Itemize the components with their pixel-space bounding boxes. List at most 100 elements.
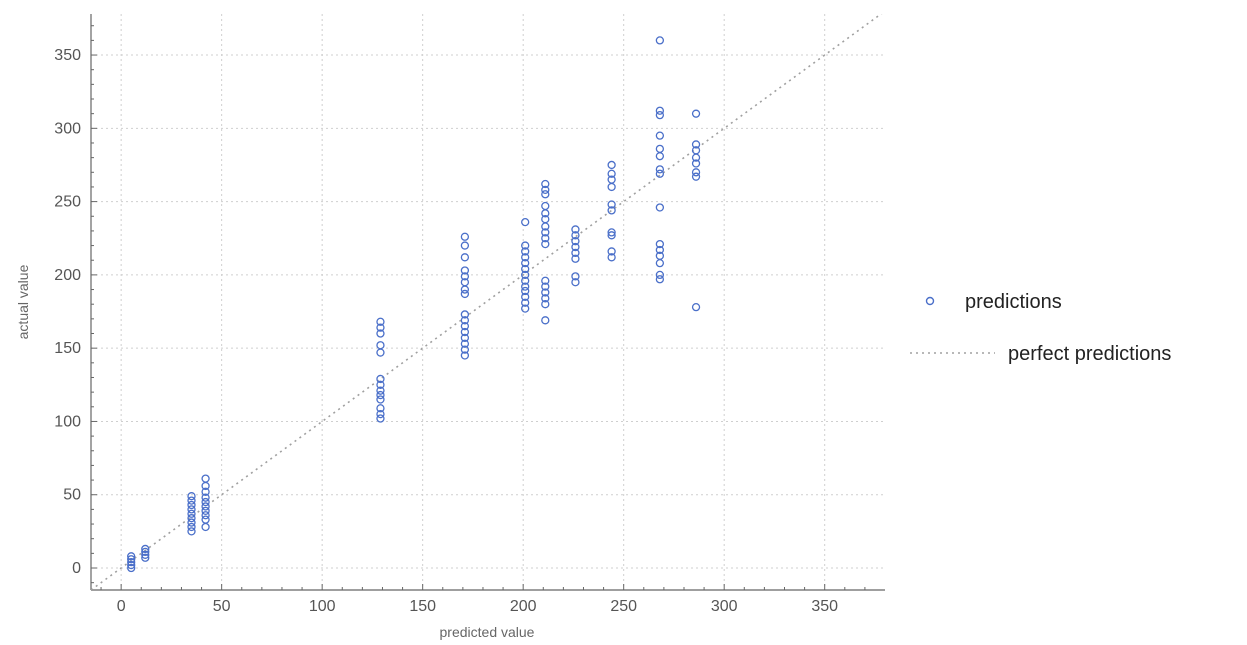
- perfect-prediction-line: [91, 14, 883, 590]
- prediction-point: [541, 276, 550, 285]
- prediction-point: [201, 497, 210, 507]
- prediction-point: [655, 245, 665, 255]
- legend: predictions perfect predictions: [910, 291, 1171, 365]
- prediction-point: [460, 345, 470, 354]
- prediction-point: [541, 234, 550, 243]
- prediction-point: [460, 310, 470, 319]
- prediction-point: [460, 327, 470, 337]
- prediction-point: [521, 259, 530, 268]
- prediction-point: [655, 144, 665, 153]
- prediction-point: [521, 304, 530, 313]
- prediction-point: [460, 241, 470, 250]
- x-tick-label: 250: [610, 598, 637, 615]
- prediction-point: [376, 414, 385, 423]
- prediction-point: [691, 172, 701, 181]
- prediction-point: [607, 175, 616, 184]
- x-tick-label: 200: [510, 598, 537, 615]
- y-tick-label: 150: [54, 340, 81, 357]
- prediction-points: [127, 36, 701, 573]
- prediction-point: [541, 300, 550, 309]
- prediction-point: [521, 298, 530, 307]
- prediction-point: [127, 563, 136, 573]
- prediction-point: [141, 547, 150, 557]
- prediction-point: [201, 511, 210, 520]
- prediction-point: [571, 242, 580, 252]
- prediction-point: [460, 253, 470, 262]
- prediction-point: [460, 316, 470, 325]
- prediction-point: [187, 509, 196, 518]
- plot-frame: [90, 14, 885, 591]
- prediction-point: [655, 169, 665, 178]
- prediction-point: [571, 237, 580, 246]
- prediction-point: [376, 390, 385, 400]
- prediction-point: [201, 487, 210, 496]
- prediction-point: [691, 146, 701, 155]
- prediction-point: [127, 560, 136, 570]
- prediction-point: [201, 474, 210, 483]
- prediction-point: [460, 339, 470, 348]
- x-tick-label: 0: [117, 598, 126, 615]
- prediction-point: [521, 286, 530, 296]
- axis-ticks: 0 50 100 150 200 250 300 350 0 50 100 150 200 250 300 3…: [54, 25, 866, 615]
- prediction-point: [541, 190, 550, 199]
- x-tick-label: 350: [811, 598, 838, 615]
- y-tick-label: 0: [72, 560, 81, 577]
- prediction-point: [201, 506, 210, 516]
- prediction-point: [541, 282, 550, 291]
- prediction-point: [201, 522, 210, 532]
- prediction-point: [187, 496, 196, 505]
- prediction-point: [141, 553, 150, 562]
- prediction-point: [187, 518, 196, 527]
- prediction-point: [376, 380, 385, 389]
- prediction-point: [607, 182, 616, 192]
- prediction-point: [571, 231, 580, 240]
- prediction-point: [187, 505, 196, 514]
- prediction-point: [521, 282, 530, 291]
- legend-perfect-label: perfect predictions: [1008, 343, 1171, 365]
- prediction-point: [607, 200, 616, 209]
- prediction-point: [571, 225, 580, 234]
- y-tick-label: 350: [54, 47, 81, 64]
- prediction-point: [541, 288, 550, 297]
- x-axis-label: predicted value: [440, 624, 535, 640]
- x-tick-label: 50: [213, 598, 231, 615]
- prediction-point: [655, 259, 665, 268]
- prediction-point: [571, 272, 580, 281]
- legend-predictions-label: predictions: [965, 291, 1062, 313]
- prediction-point: [655, 106, 665, 115]
- prediction-point: [541, 185, 550, 195]
- prediction-point: [607, 228, 616, 237]
- prediction-point: [607, 169, 616, 178]
- prediction-point: [376, 348, 385, 357]
- prediction-point: [460, 232, 470, 241]
- prediction-point: [376, 395, 385, 404]
- prediction-point: [460, 278, 470, 287]
- prediction-point: [541, 316, 550, 325]
- y-tick-label: 300: [54, 120, 81, 137]
- grid-lines: [91, 14, 885, 590]
- prediction-point: [127, 552, 136, 561]
- prediction-point: [460, 289, 470, 299]
- prediction-point: [521, 253, 530, 262]
- prediction-point: [571, 278, 580, 287]
- prediction-point: [460, 266, 470, 275]
- prediction-point: [655, 36, 665, 45]
- prediction-point: [187, 522, 196, 532]
- prediction-point: [521, 247, 530, 256]
- y-tick-label: 100: [54, 413, 81, 430]
- prediction-point: [460, 285, 470, 294]
- prediction-point: [187, 514, 196, 523]
- prediction-point: [376, 374, 385, 384]
- prediction-point: [691, 109, 701, 118]
- prediction-point: [376, 341, 385, 350]
- y-axis-label: actual value: [15, 264, 31, 339]
- y-tick-label: 50: [63, 487, 81, 504]
- prediction-point: [201, 493, 210, 502]
- prediction-point: [201, 515, 210, 524]
- prediction-point: [691, 168, 701, 177]
- prediction-point: [571, 254, 580, 263]
- prediction-point: [607, 253, 616, 262]
- y-tick-label: 250: [54, 194, 81, 211]
- prediction-point: [541, 294, 550, 303]
- prediction-point: [521, 241, 530, 250]
